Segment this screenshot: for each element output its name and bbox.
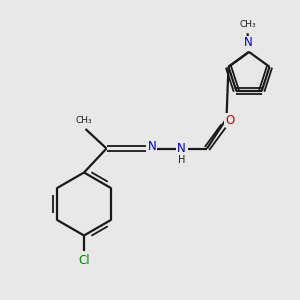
Text: H: H (178, 155, 186, 165)
Text: O: O (225, 113, 234, 127)
Text: N: N (177, 142, 186, 155)
Text: CH₃: CH₃ (239, 20, 256, 29)
Text: N: N (244, 36, 253, 50)
Text: N: N (148, 140, 157, 154)
Text: CH₃: CH₃ (76, 116, 92, 125)
Text: Cl: Cl (78, 254, 90, 267)
